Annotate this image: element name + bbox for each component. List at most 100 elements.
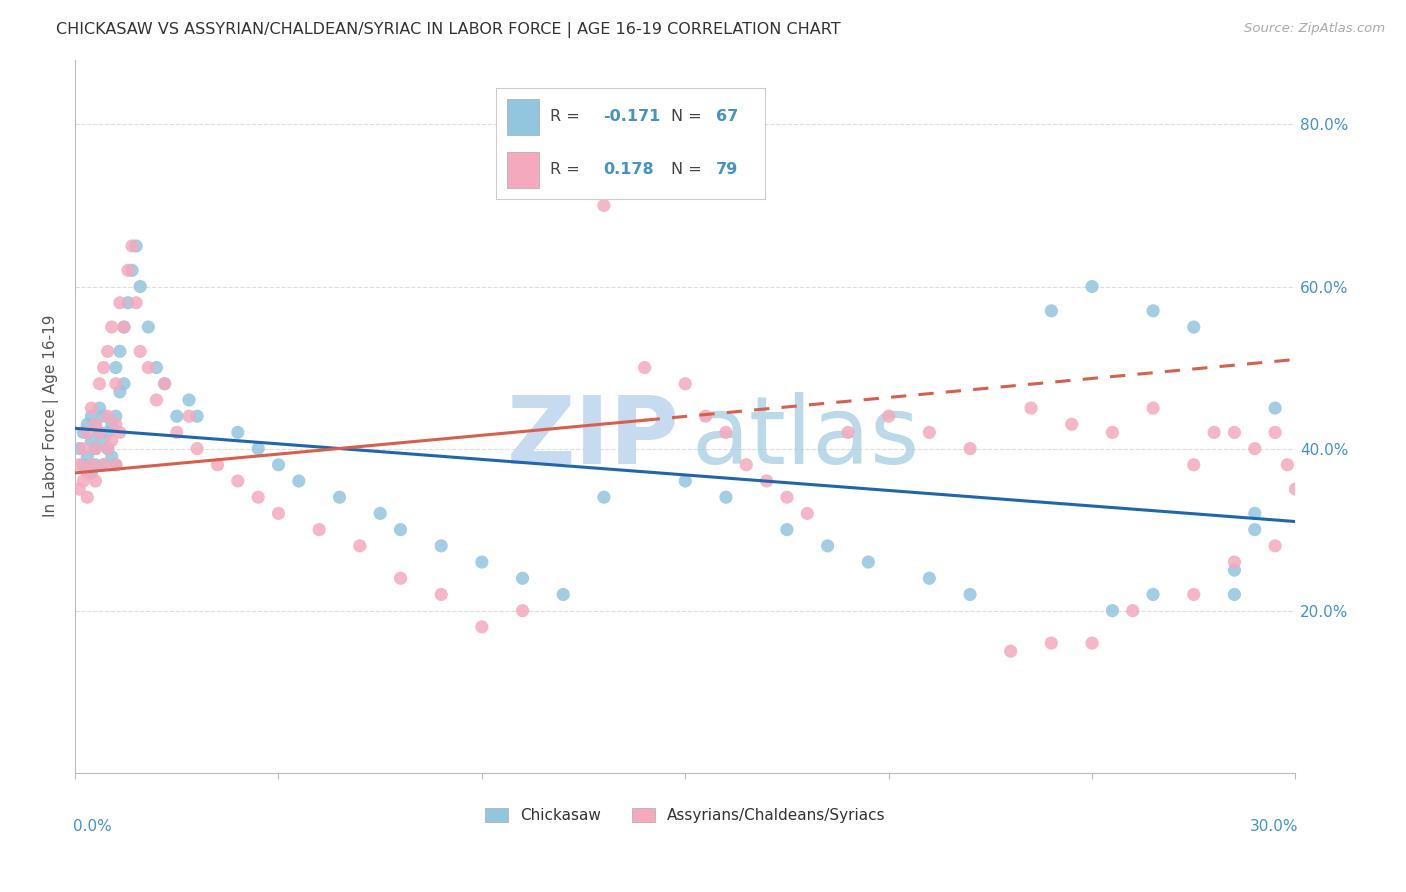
Point bbox=[108, 295, 131, 310]
Point bbox=[72, 458, 94, 472]
Point bbox=[1142, 587, 1164, 601]
Point bbox=[1122, 604, 1144, 618]
Point bbox=[80, 466, 103, 480]
Point bbox=[1243, 523, 1265, 537]
Point bbox=[100, 417, 122, 432]
Point bbox=[695, 409, 717, 424]
Point bbox=[817, 539, 839, 553]
Point bbox=[166, 409, 188, 424]
Point bbox=[104, 458, 127, 472]
Point bbox=[84, 442, 107, 456]
Point bbox=[247, 442, 270, 456]
Point bbox=[177, 409, 200, 424]
Point bbox=[104, 458, 127, 472]
Point bbox=[1277, 458, 1299, 472]
Point bbox=[76, 450, 98, 464]
Point bbox=[129, 279, 152, 293]
Point bbox=[186, 409, 208, 424]
Point bbox=[471, 555, 494, 569]
Point bbox=[72, 425, 94, 440]
Point bbox=[72, 442, 94, 456]
Point bbox=[918, 425, 941, 440]
Point bbox=[136, 320, 159, 334]
Point bbox=[267, 458, 290, 472]
Point bbox=[84, 458, 107, 472]
Point bbox=[76, 425, 98, 440]
Point bbox=[1243, 507, 1265, 521]
Point bbox=[328, 490, 350, 504]
Point bbox=[93, 409, 115, 424]
Point bbox=[959, 442, 981, 456]
Point bbox=[108, 425, 131, 440]
Point bbox=[1142, 303, 1164, 318]
Point bbox=[153, 376, 176, 391]
Text: atlas: atlas bbox=[692, 392, 920, 483]
Point bbox=[67, 458, 90, 472]
Point bbox=[97, 442, 120, 456]
Point bbox=[512, 571, 534, 585]
Text: Source: ZipAtlas.com: Source: ZipAtlas.com bbox=[1244, 22, 1385, 36]
Point bbox=[145, 360, 167, 375]
Point bbox=[104, 376, 127, 391]
Point bbox=[1040, 303, 1063, 318]
Point bbox=[1223, 563, 1246, 577]
Point bbox=[1182, 320, 1205, 334]
Point bbox=[1040, 636, 1063, 650]
Point bbox=[76, 417, 98, 432]
Point bbox=[112, 320, 135, 334]
Point bbox=[145, 392, 167, 407]
Y-axis label: In Labor Force | Age 16-19: In Labor Force | Age 16-19 bbox=[44, 315, 59, 517]
Point bbox=[121, 239, 143, 253]
Point bbox=[104, 409, 127, 424]
Point bbox=[267, 507, 290, 521]
Point bbox=[72, 474, 94, 488]
Point bbox=[308, 523, 330, 537]
Point bbox=[553, 587, 575, 601]
Point bbox=[389, 571, 412, 585]
Point bbox=[1142, 401, 1164, 415]
Point bbox=[100, 450, 122, 464]
Point bbox=[112, 376, 135, 391]
Point bbox=[67, 442, 90, 456]
Point bbox=[673, 376, 696, 391]
Point bbox=[1243, 442, 1265, 456]
Point bbox=[430, 539, 453, 553]
Point bbox=[100, 434, 122, 448]
Point bbox=[104, 417, 127, 432]
Point bbox=[93, 458, 115, 472]
Point bbox=[673, 474, 696, 488]
Point bbox=[117, 295, 139, 310]
Point bbox=[288, 474, 311, 488]
Point bbox=[1019, 401, 1042, 415]
Point bbox=[959, 587, 981, 601]
Point bbox=[136, 360, 159, 375]
Point bbox=[67, 482, 90, 496]
Point bbox=[918, 571, 941, 585]
Point bbox=[1060, 417, 1083, 432]
Point bbox=[89, 425, 111, 440]
Point bbox=[186, 442, 208, 456]
Point bbox=[1223, 425, 1246, 440]
Point bbox=[1264, 401, 1286, 415]
Text: CHICKASAW VS ASSYRIAN/CHALDEAN/SYRIAC IN LABOR FORCE | AGE 16-19 CORRELATION CHA: CHICKASAW VS ASSYRIAN/CHALDEAN/SYRIAC IN… bbox=[56, 22, 841, 38]
Point bbox=[877, 409, 900, 424]
Point bbox=[153, 376, 176, 391]
Point bbox=[349, 539, 371, 553]
Point bbox=[837, 425, 859, 440]
Point bbox=[226, 425, 249, 440]
Point bbox=[97, 344, 120, 359]
Point bbox=[80, 434, 103, 448]
Text: 0.0%: 0.0% bbox=[73, 819, 111, 834]
Point bbox=[226, 474, 249, 488]
Legend: Chickasaw, Assyrians/Chaldeans/Syriacs: Chickasaw, Assyrians/Chaldeans/Syriacs bbox=[479, 802, 891, 830]
Point bbox=[1182, 458, 1205, 472]
Point bbox=[112, 320, 135, 334]
Point bbox=[755, 474, 778, 488]
Point bbox=[100, 320, 122, 334]
Point bbox=[80, 458, 103, 472]
Point bbox=[1264, 425, 1286, 440]
Point bbox=[89, 425, 111, 440]
Point bbox=[1223, 555, 1246, 569]
Point bbox=[553, 182, 575, 196]
Point bbox=[117, 263, 139, 277]
